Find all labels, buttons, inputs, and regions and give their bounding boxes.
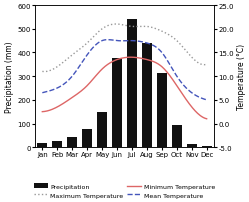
Bar <box>97 112 107 147</box>
Bar <box>112 59 122 147</box>
Bar <box>52 142 62 147</box>
Y-axis label: Precipitation (mm): Precipitation (mm) <box>5 41 14 112</box>
Legend: Precipitation, Maximum Temperature, Minimum Temperature, Mean Temperature: Precipitation, Maximum Temperature, Mini… <box>33 182 216 199</box>
Bar <box>187 145 197 147</box>
Bar <box>38 143 47 147</box>
Bar <box>157 73 167 147</box>
Bar <box>202 146 212 147</box>
Bar <box>142 44 152 147</box>
Bar <box>67 138 77 147</box>
Bar <box>82 130 92 147</box>
Bar <box>172 125 182 147</box>
Y-axis label: Temperature (°C): Temperature (°C) <box>237 44 246 110</box>
Bar <box>127 20 137 147</box>
